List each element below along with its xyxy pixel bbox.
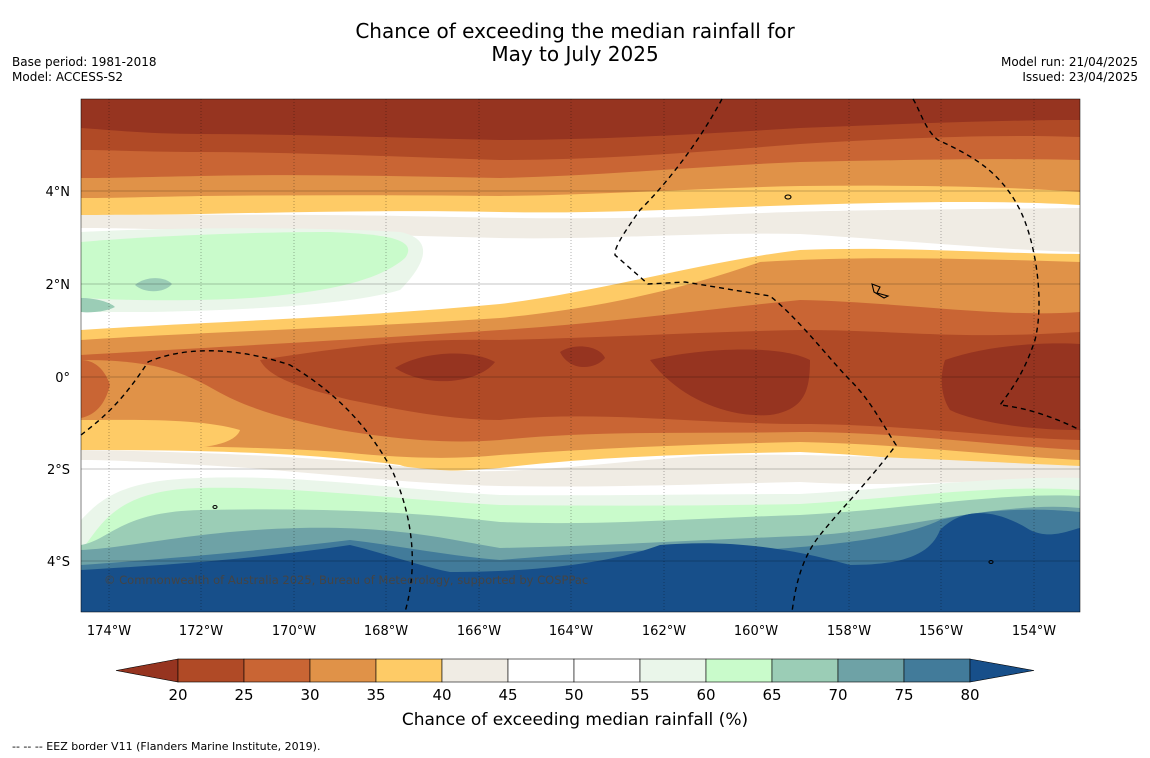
lon-tick-label: 158°W — [827, 624, 871, 639]
colorbar-segment — [243, 658, 311, 683]
patch-west-65a — [135, 278, 172, 292]
colorbar-segment — [903, 658, 971, 683]
colorbar-segment — [573, 658, 641, 683]
colorbar-extend-high — [969, 658, 1035, 683]
colorbar-tick-label: 70 — [828, 686, 847, 704]
lon-tick-label: 160°W — [734, 624, 778, 639]
model-run-label: Model run: 21/04/2025 — [1000, 55, 1138, 69]
lon-tick-label: 164°W — [549, 624, 593, 639]
colorbar-extend-low — [115, 658, 179, 683]
lon-tick-label: 154°W — [1012, 624, 1056, 639]
band-south-80 — [81, 513, 1080, 612]
map-title-line1: Chance of exceeding the median rainfall … — [355, 19, 795, 43]
band-north-20 — [81, 99, 1080, 140]
eez-border-west — [80, 350, 413, 613]
colorbar-tick-label: 25 — [234, 686, 253, 704]
colorbar-tick-label: 45 — [498, 686, 517, 704]
issued-label: Issued: 23/04/2025 — [1022, 70, 1138, 84]
island-south-east — [988, 559, 994, 565]
islands — [212, 194, 994, 565]
colorbar-segment — [705, 658, 773, 683]
map-gridlines — [81, 99, 1080, 612]
eez-borders — [80, 98, 1081, 613]
rainfall-bands — [81, 99, 1080, 612]
colorbar-label: Chance of exceeding median rainfall (%) — [401, 710, 749, 730]
colorbar-segment — [375, 658, 443, 683]
base-period-label: Base period: 1981-2018 — [12, 55, 157, 69]
lat-tick-label: 2°N — [46, 278, 71, 293]
colorbar-tick-label: 40 — [432, 686, 451, 704]
colorbar-segment — [441, 658, 509, 683]
colorbar-segment — [507, 658, 575, 683]
eez-legend-note: -- -- -- EEZ border V11 (Flanders Marine… — [12, 740, 321, 753]
lon-tick-label: 168°W — [364, 624, 408, 639]
colorbar-segment — [639, 658, 707, 683]
colorbar-tick-label: 55 — [630, 686, 649, 704]
colorbar-segment — [771, 658, 839, 683]
island-south-west — [212, 504, 218, 510]
lon-tick-label: 170°W — [272, 624, 316, 639]
colorbar-tick-label: 60 — [696, 686, 715, 704]
copyright-text: © Commonwealth of Australia 2025, Bureau… — [104, 573, 588, 587]
colorbar-tick-label: 80 — [960, 686, 979, 704]
lat-tick-label: 4°S — [47, 555, 70, 570]
band-central-20d — [941, 343, 1080, 430]
band-central-20c — [650, 349, 810, 416]
map-frame — [80, 98, 1081, 613]
band-north-45 — [81, 208, 1080, 252]
patch-west-65b — [81, 298, 115, 313]
colorbar-tick-label: 50 — [564, 686, 583, 704]
colorbar-segment — [177, 658, 245, 683]
lon-tick-label: 156°W — [919, 624, 963, 639]
colorbar-segment — [837, 658, 905, 683]
map-title-line2: May to July 2025 — [491, 42, 659, 66]
lon-tick-label: 166°W — [457, 624, 501, 639]
lon-tick-label: 174°W — [87, 624, 131, 639]
model-label: Model: ACCESS-S2 — [12, 70, 124, 84]
colorbar-segment — [309, 658, 377, 683]
colorbar-tick-label: 75 — [894, 686, 913, 704]
band-central-20a — [395, 353, 495, 382]
lon-tick-label: 172°W — [179, 624, 223, 639]
colorbar-tick-label: 65 — [762, 686, 781, 704]
colorbar: 20 25 30 35 40 45 50 55 60 65 70 75 80 — [115, 658, 1035, 704]
band-south-45 — [81, 450, 1080, 487]
colorbar-tick-label: 35 — [366, 686, 385, 704]
lat-tick-label: 0° — [55, 371, 70, 386]
island-central — [871, 283, 890, 299]
lon-tick-label: 162°W — [642, 624, 686, 639]
eez-border-east — [912, 98, 1081, 431]
band-west-equator-40 — [81, 419, 240, 449]
axis-ticks: 4°N 2°N 0° 2°S 4°S 174°W 172°W 170°W 168°W 166°W 1… — [46, 185, 1057, 639]
colorbar-tick-label: 30 — [300, 686, 319, 704]
lat-tick-label: 4°N — [46, 185, 71, 200]
band-west-equator-30 — [81, 360, 110, 418]
lat-tick-label: 2°S — [47, 463, 70, 478]
colorbar-tick-label: 20 — [168, 686, 187, 704]
island-north — [784, 194, 792, 200]
